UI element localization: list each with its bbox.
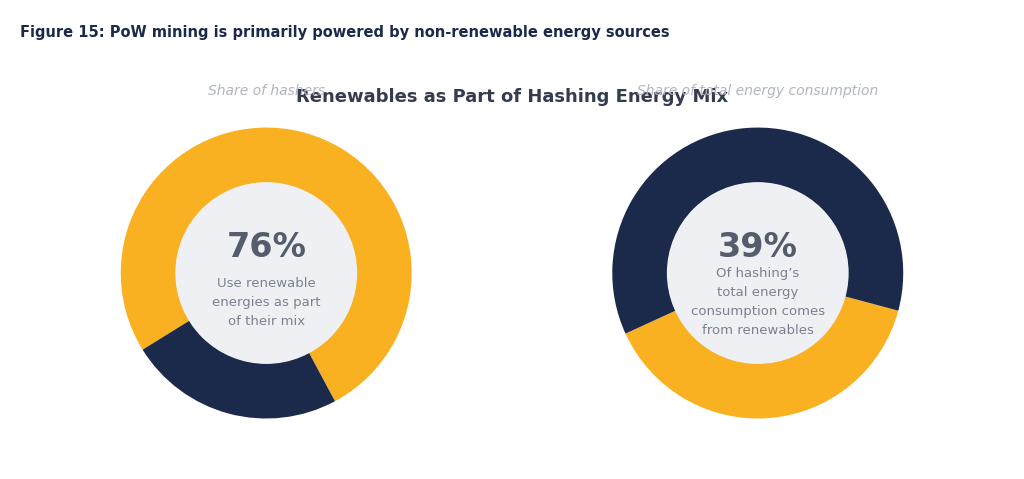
Wedge shape bbox=[142, 320, 335, 419]
Text: 39%: 39% bbox=[718, 230, 798, 263]
Text: Renewables as Part of Hashing Energy Mix: Renewables as Part of Hashing Energy Mix bbox=[296, 88, 728, 106]
Text: Share of hashers: Share of hashers bbox=[208, 84, 325, 98]
Text: Use renewable
energies as part
of their mix: Use renewable energies as part of their … bbox=[212, 277, 321, 328]
Circle shape bbox=[668, 183, 848, 363]
Text: 76%: 76% bbox=[226, 230, 306, 263]
Wedge shape bbox=[612, 127, 903, 333]
Text: Of hashing’s
total energy
consumption comes
from renewables: Of hashing’s total energy consumption co… bbox=[691, 267, 824, 338]
Circle shape bbox=[176, 183, 356, 363]
Text: Share of total energy consumption: Share of total energy consumption bbox=[637, 84, 879, 98]
Wedge shape bbox=[626, 297, 898, 419]
Text: Figure 15: PoW mining is primarily powered by non-renewable energy sources: Figure 15: PoW mining is primarily power… bbox=[20, 25, 670, 40]
Wedge shape bbox=[121, 127, 412, 401]
